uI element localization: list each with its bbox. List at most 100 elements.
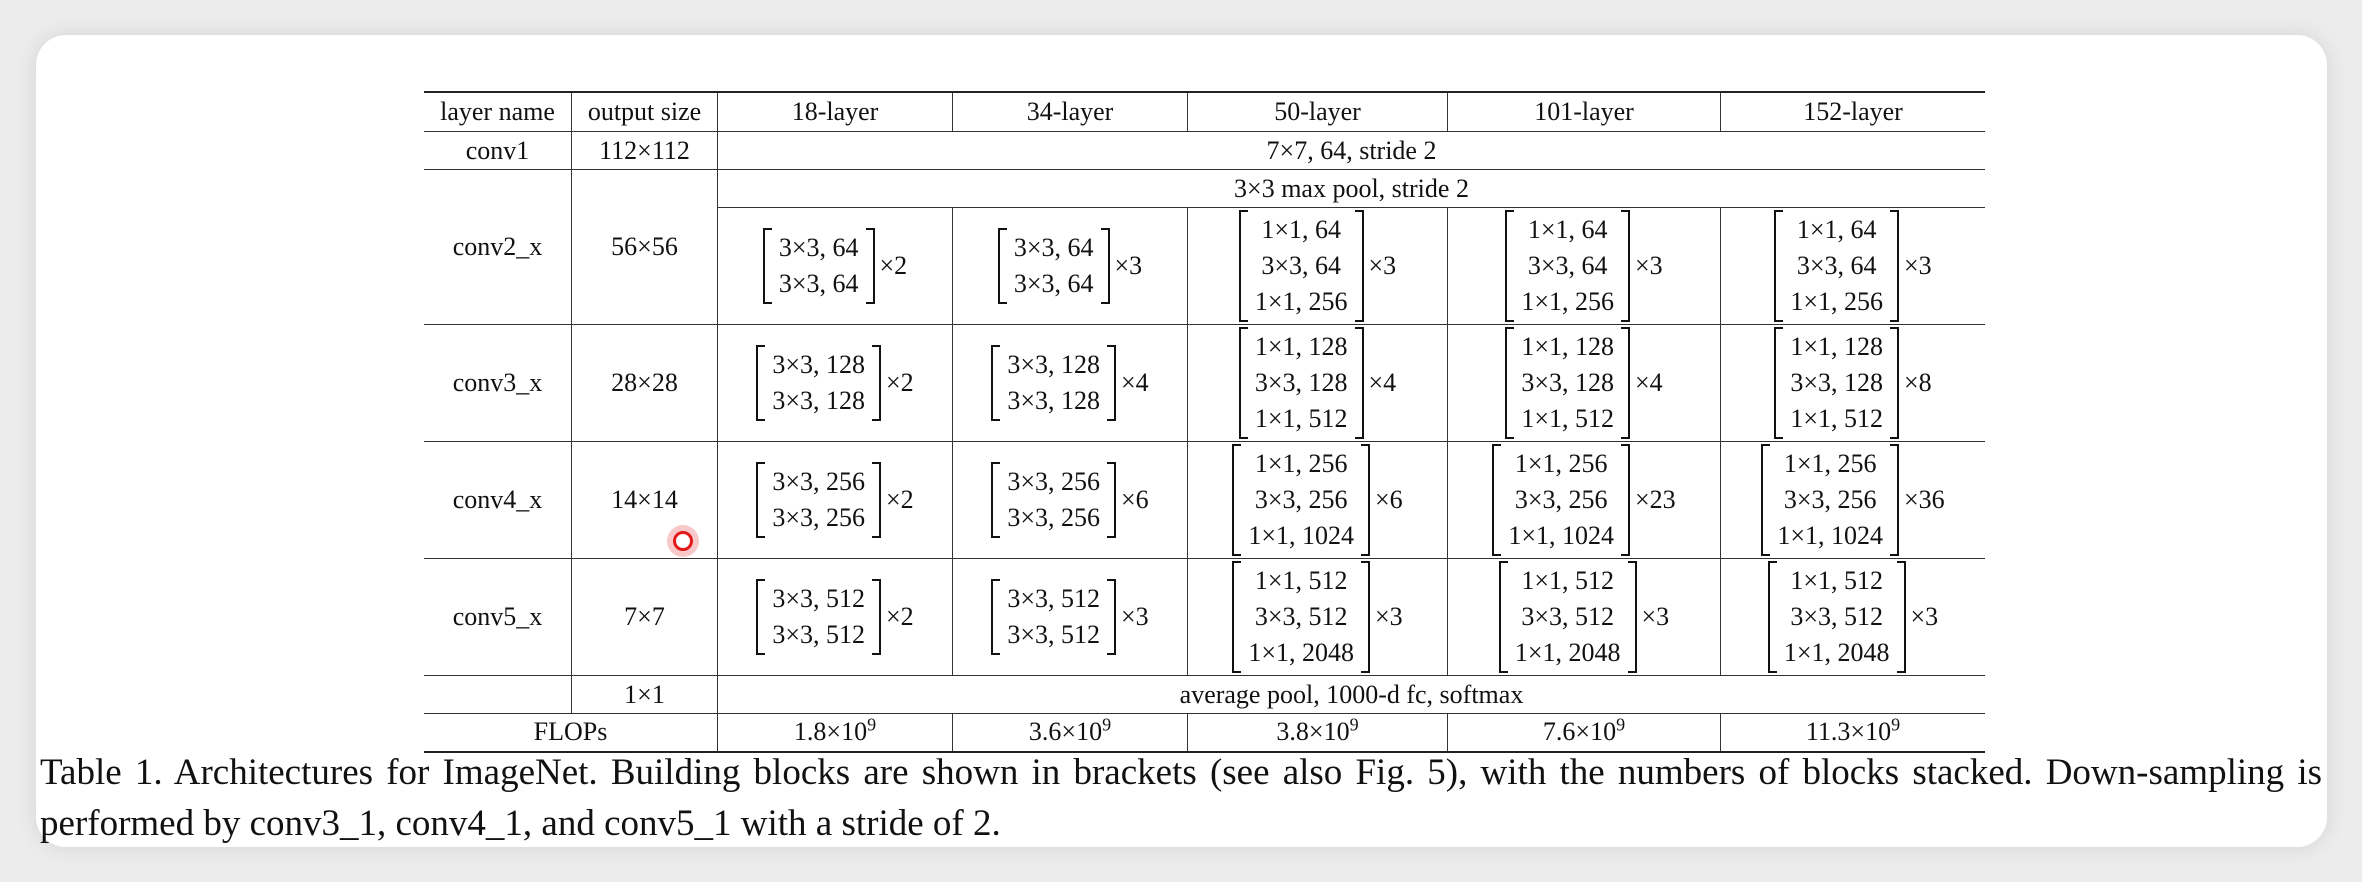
block-layer-spec: 3×3, 128 bbox=[1254, 368, 1348, 398]
block-repeat-count: ×2 bbox=[886, 485, 914, 515]
block-repeat-count: ×6 bbox=[1375, 485, 1403, 515]
block-bracket: 1×1, 256 3×3, 256 1×1, 1024 bbox=[1492, 444, 1630, 556]
block-layer-spec: 3×3, 512 bbox=[1790, 602, 1883, 632]
building-block: 3×3, 64 3×3, 64 ×3 bbox=[997, 228, 1143, 304]
layer-name-cell: conv5_x bbox=[424, 558, 572, 676]
layer-name-cell: conv4_x bbox=[424, 441, 572, 559]
block-layer-spec: 3×3, 64 bbox=[1013, 233, 1094, 263]
building-block: 3×3, 256 3×3, 256 ×2 bbox=[756, 462, 914, 538]
block-layer-spec: 3×3, 512 bbox=[1007, 620, 1100, 649]
block-bracket: 1×1, 64 3×3, 64 1×1, 256 bbox=[1505, 210, 1630, 322]
block-layer-spec: 3×3, 64 bbox=[1527, 251, 1608, 281]
block-layer-spec: 3×3, 128 bbox=[1521, 368, 1614, 398]
block-layer-spec: 3×3, 128 bbox=[772, 350, 865, 380]
block-layer-spec: 3×3, 256 bbox=[1007, 503, 1100, 532]
block-cell-101-layer: 1×1, 256 3×3, 256 1×1, 1024 ×23 bbox=[1447, 441, 1721, 559]
block-layer-spec: 3×3, 256 bbox=[1254, 485, 1348, 515]
output-size-cell: 28×28 bbox=[571, 324, 718, 442]
cursor-indicator bbox=[673, 531, 693, 551]
flops-34-layer: 3.6×109 bbox=[952, 713, 1188, 753]
output-size-cell: 1×1 bbox=[571, 675, 718, 714]
building-block: 1×1, 256 3×3, 256 1×1, 1024 ×36 bbox=[1761, 444, 1945, 556]
block-layer-spec: 1×1, 1024 bbox=[1248, 520, 1354, 550]
flops-base: 7.6×10 bbox=[1542, 717, 1617, 747]
block-cell-34-layer: 3×3, 256 3×3, 256 ×6 bbox=[952, 441, 1188, 559]
building-block: 3×3, 512 3×3, 512 ×2 bbox=[756, 579, 914, 655]
block-layer-spec: 1×1, 128 bbox=[1521, 332, 1614, 362]
flops-exponent: 9 bbox=[1349, 714, 1359, 735]
building-block: 1×1, 128 3×3, 128 1×1, 512 ×8 bbox=[1774, 327, 1932, 439]
block-layer-spec: 3×3, 256 bbox=[1007, 467, 1100, 497]
building-block: 1×1, 512 3×3, 512 1×1, 2048 ×3 bbox=[1498, 561, 1669, 673]
table-row-flops: FLOPs 1.8×109 3.6×109 3.8×109 7.6×109 11… bbox=[424, 713, 1985, 753]
block-layer-spec: 1×1, 1024 bbox=[1777, 520, 1883, 550]
flops-base: 3.6×10 bbox=[1028, 717, 1103, 747]
maxpool-spec-cell: 3×3 max pool, stride 2 bbox=[717, 169, 1985, 208]
flops-base: 1.8×10 bbox=[793, 717, 868, 747]
header-output-size: output size bbox=[571, 91, 718, 132]
block-layer-spec: 3×3, 256 bbox=[1514, 485, 1608, 515]
block-repeat-count: ×3 bbox=[1114, 251, 1143, 281]
block-layer-spec: 1×1, 256 bbox=[1514, 449, 1608, 479]
block-layer-spec: 1×1, 64 bbox=[1261, 215, 1341, 245]
block-bracket: 1×1, 64 3×3, 64 1×1, 256 bbox=[1238, 210, 1364, 322]
block-repeat-count: ×4 bbox=[1121, 368, 1149, 398]
block-bracket: 3×3, 512 3×3, 512 bbox=[991, 579, 1116, 655]
header-101-layer: 101-layer bbox=[1447, 91, 1721, 132]
block-cell-101-layer: 1×1, 512 3×3, 512 1×1, 2048 ×3 bbox=[1447, 558, 1721, 676]
flops-50-layer: 3.8×109 bbox=[1187, 713, 1448, 753]
block-bracket: 3×3, 256 3×3, 256 bbox=[756, 462, 881, 538]
block-layer-spec: 1×1, 512 bbox=[1521, 566, 1614, 596]
block-cell-34-layer: 3×3, 512 3×3, 512 ×3 bbox=[952, 558, 1188, 676]
output-size-cell: 7×7 bbox=[571, 558, 718, 676]
table-row-conv5: conv5_x 7×7 3×3, 512 3×3, 512 ×2 3×3, 512 3×… bbox=[424, 558, 1985, 676]
block-repeat-count: ×2 bbox=[886, 602, 914, 632]
block-layer-spec: 3×3, 256 bbox=[772, 467, 865, 497]
building-block: 1×1, 256 3×3, 256 1×1, 1024 ×6 bbox=[1232, 444, 1403, 556]
building-block: 1×1, 64 3×3, 64 1×1, 256 ×3 bbox=[1505, 210, 1663, 322]
block-repeat-count: ×3 bbox=[1635, 251, 1663, 281]
block-layer-spec: 1×1, 512 bbox=[1254, 566, 1348, 596]
block-layer-spec: 1×1, 2048 bbox=[1248, 637, 1354, 667]
block-bracket: 1×1, 128 3×3, 128 1×1, 512 bbox=[1238, 327, 1364, 439]
avgpool-spec-cell: average pool, 1000-d fc, softmax bbox=[717, 675, 1985, 714]
block-bracket: 3×3, 512 3×3, 512 bbox=[756, 579, 881, 655]
block-layer-spec: 1×1, 512 bbox=[1790, 566, 1883, 596]
block-layer-spec: 1×1, 128 bbox=[1790, 332, 1883, 362]
block-layer-spec: 3×3, 64 bbox=[1796, 251, 1877, 281]
block-cell-18-layer: 3×3, 128 3×3, 128 ×2 bbox=[717, 324, 953, 442]
block-layer-spec: 3×3, 128 bbox=[772, 386, 865, 415]
block-cell-18-layer: 3×3, 512 3×3, 512 ×2 bbox=[717, 558, 953, 676]
block-cell-50-layer: 1×1, 512 3×3, 512 1×1, 2048 ×3 bbox=[1187, 558, 1448, 676]
block-bracket: 1×1, 128 3×3, 128 1×1, 512 bbox=[1505, 327, 1630, 439]
block-layer-spec: 1×1, 256 bbox=[1254, 449, 1348, 479]
output-size-cell: 56×56 bbox=[571, 169, 718, 325]
flops-exponent: 9 bbox=[1102, 714, 1112, 735]
block-bracket: 3×3, 128 3×3, 128 bbox=[991, 345, 1116, 421]
header-18-layer: 18-layer bbox=[717, 91, 953, 132]
flops-exponent: 9 bbox=[1616, 714, 1626, 735]
output-size-cell: 112×112 bbox=[571, 131, 718, 170]
block-repeat-count: ×23 bbox=[1635, 485, 1676, 515]
table-header-row: layer name output size 18-layer 34-layer… bbox=[424, 91, 1985, 132]
block-repeat-count: ×3 bbox=[1910, 602, 1939, 632]
block-layer-spec: 1×1, 512 bbox=[1521, 403, 1614, 433]
block-repeat-count: ×3 bbox=[1368, 251, 1397, 281]
building-block: 1×1, 64 3×3, 64 1×1, 256 ×3 bbox=[1238, 210, 1397, 322]
flops-101-layer: 7.6×109 bbox=[1447, 713, 1721, 753]
header-layer-name: layer name bbox=[424, 91, 572, 132]
block-bracket: 1×1, 512 3×3, 512 1×1, 2048 bbox=[1767, 561, 1906, 673]
building-block: 1×1, 512 3×3, 512 1×1, 2048 ×3 bbox=[1767, 561, 1939, 673]
block-repeat-count: ×3 bbox=[1904, 251, 1932, 281]
building-block: 1×1, 128 3×3, 128 1×1, 512 ×4 bbox=[1238, 327, 1396, 439]
block-bracket: 1×1, 128 3×3, 128 1×1, 512 bbox=[1774, 327, 1899, 439]
table-caption: Table 1. Architectures for ImageNet. Bui… bbox=[40, 752, 2322, 844]
output-size-cell: 14×14 bbox=[571, 441, 718, 559]
block-bracket: 1×1, 512 3×3, 512 1×1, 2048 bbox=[1232, 561, 1370, 673]
block-cell-152-layer: 1×1, 256 3×3, 256 1×1, 1024 ×36 bbox=[1720, 441, 1985, 559]
block-cell-152-layer: 1×1, 512 3×3, 512 1×1, 2048 ×3 bbox=[1720, 558, 1985, 676]
block-repeat-count: ×3 bbox=[1121, 602, 1149, 632]
block-layer-spec: 3×3, 64 bbox=[778, 233, 859, 263]
building-block: 3×3, 256 3×3, 256 ×6 bbox=[991, 462, 1149, 538]
header-152-layer: 152-layer bbox=[1720, 91, 1985, 132]
